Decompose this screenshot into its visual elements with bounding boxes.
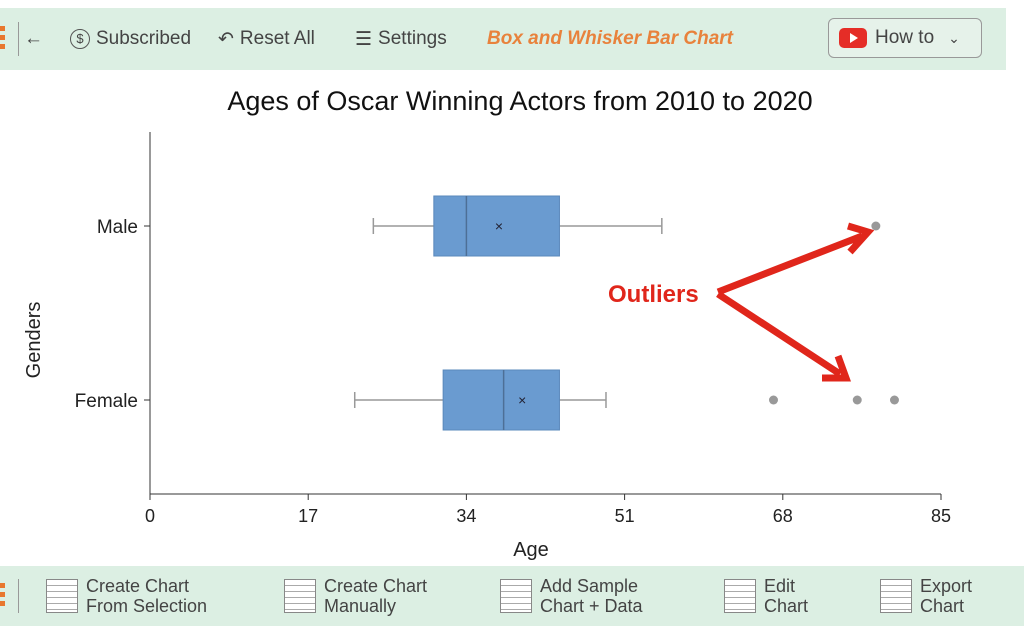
divider bbox=[18, 579, 19, 613]
export-chart-icon bbox=[880, 579, 912, 613]
mean-marker: × bbox=[495, 218, 503, 234]
edit-chart-icon bbox=[724, 579, 756, 613]
button-label: Chart bbox=[764, 596, 809, 616]
annotation-label: Outliers bbox=[608, 281, 699, 308]
button-label: Chart + Data bbox=[540, 596, 643, 616]
sample-data-icon bbox=[500, 579, 532, 613]
y-tick-label: Male bbox=[97, 217, 138, 238]
x-tick-label: 85 bbox=[931, 506, 951, 526]
settings-label: Settings bbox=[378, 28, 447, 49]
how-to-label: How to bbox=[875, 27, 935, 48]
box-male bbox=[433, 195, 560, 257]
edit-chart-button[interactable]: Edit Chart bbox=[724, 576, 808, 616]
reset-all-button[interactable]: ↶ Reset All bbox=[218, 28, 315, 51]
outlier-point bbox=[889, 395, 899, 405]
box-plot: Ages of Oscar Winning Actors from 2010 t… bbox=[23, 86, 951, 561]
back-arrow-icon: ← bbox=[24, 28, 43, 49]
reset-icon: ↶ bbox=[218, 28, 234, 50]
box-female bbox=[442, 369, 560, 431]
x-tick-label: 51 bbox=[615, 506, 635, 526]
button-label: Add Sample bbox=[540, 576, 639, 596]
chart-title: Ages of Oscar Winning Actors from 2010 t… bbox=[227, 86, 812, 116]
create-chart-from-selection-button[interactable]: Create Chart From Selection bbox=[46, 576, 207, 616]
mean-marker: × bbox=[518, 392, 526, 408]
x-tick-label: 0 bbox=[145, 506, 155, 526]
subscribed-label: Subscribed bbox=[96, 28, 192, 49]
divider bbox=[18, 22, 19, 56]
add-sample-chart-button[interactable]: Add Sample Chart + Data bbox=[500, 576, 643, 616]
how-to-button[interactable]: How to ⌄ bbox=[828, 18, 982, 58]
outlier-point bbox=[871, 221, 881, 231]
back-button[interactable]: ← bbox=[24, 28, 43, 50]
menu-dots-icon[interactable] bbox=[0, 26, 5, 52]
x-axis-label: Age bbox=[513, 539, 549, 561]
form-icon bbox=[284, 579, 316, 613]
settings-button[interactable]: ☰ Settings bbox=[355, 28, 447, 51]
button-label: Create Chart bbox=[86, 576, 190, 596]
top-toolbar: ← $ Subscribed ↶ Reset All ☰ Settings Box a… bbox=[0, 8, 1006, 70]
subscribed-button[interactable]: $ Subscribed bbox=[70, 28, 191, 50]
y-tick-label: Female bbox=[75, 391, 138, 412]
x-tick-label: 68 bbox=[773, 506, 793, 526]
x-tick-label: 17 bbox=[298, 506, 318, 526]
dollar-circle-icon: $ bbox=[70, 29, 90, 49]
sliders-icon: ☰ bbox=[355, 28, 373, 50]
button-label: Create Chart bbox=[324, 576, 428, 596]
y-axis-label: Genders bbox=[23, 302, 45, 379]
addon-title: Box and Whisker Bar Chart bbox=[487, 28, 733, 49]
annotation-arrows bbox=[716, 222, 875, 382]
create-chart-manually-button[interactable]: Create Chart Manually bbox=[284, 576, 427, 616]
export-chart-button[interactable]: Export Chart bbox=[880, 576, 972, 616]
outlier-point bbox=[852, 395, 862, 405]
button-label: From Selection bbox=[86, 596, 208, 616]
button-label: Edit bbox=[764, 576, 796, 596]
x-tick-label: 34 bbox=[456, 506, 476, 526]
menu-dots-icon[interactable] bbox=[0, 583, 5, 609]
chevron-down-icon: ⌄ bbox=[948, 29, 960, 46]
reset-label: Reset All bbox=[239, 28, 315, 49]
outlier-point bbox=[768, 395, 778, 405]
bottom-toolbar: Create Chart From Selection Create Chart M… bbox=[0, 566, 1024, 626]
outliers-annotation: Outliers bbox=[608, 222, 875, 382]
grid-icon bbox=[46, 579, 78, 613]
button-label: Chart bbox=[920, 596, 965, 616]
button-label: Export bbox=[920, 576, 973, 596]
youtube-icon bbox=[839, 28, 867, 48]
button-label: Manually bbox=[324, 596, 397, 616]
